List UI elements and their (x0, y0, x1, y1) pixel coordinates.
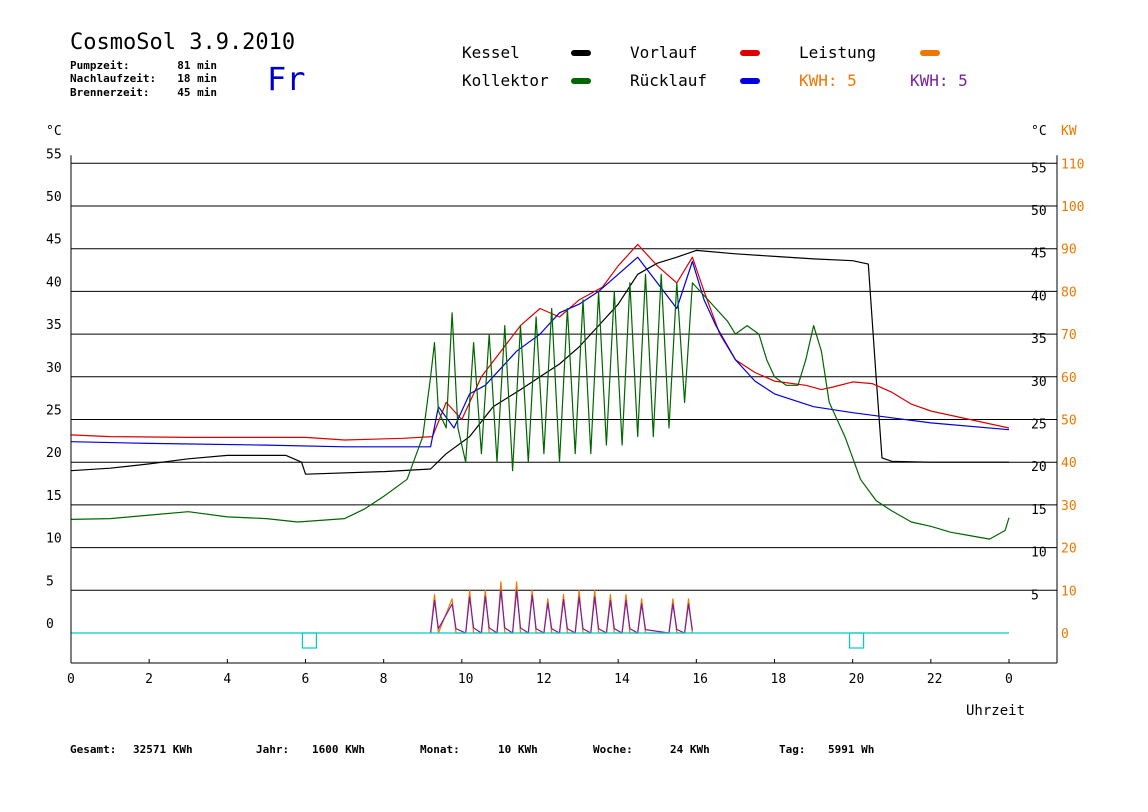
legend-leistung-swatch (920, 50, 940, 56)
info-value: 45 min (177, 86, 217, 99)
y-tick-label-left: 25 (46, 404, 62, 419)
x-tick-label: 22 (927, 672, 943, 687)
footer-monat: Monat: 10 KWh (420, 743, 538, 756)
y-tick-label-right: 50 (1031, 204, 1047, 219)
legend-kessel-label: Kessel (462, 43, 520, 62)
time-marker (848, 632, 865, 649)
legend-kessel-swatch (571, 50, 591, 56)
y-tick-label-right: 25 (1031, 418, 1047, 433)
y2-tick-label: 70 (1061, 328, 1077, 343)
y2-tick-label: 10 (1061, 584, 1077, 599)
y-tick-label-right: 20 (1031, 460, 1047, 475)
time-marker (301, 632, 318, 649)
y2-tick-label: 40 (1061, 456, 1077, 471)
y2-tick-label: 110 (1061, 157, 1084, 172)
y-tick-label-left: 45 (46, 233, 62, 248)
info-label: Pumpzeit: (70, 59, 130, 72)
kwh-leistung-2: KWH: 5 (910, 71, 968, 90)
y-tick-label-left: 10 (46, 532, 62, 547)
y-tick-label-right: 10 (1031, 546, 1047, 561)
x-tick-label: 14 (614, 672, 630, 687)
series-line-leistung (430, 581, 693, 634)
x-tick-label: 0 (1005, 672, 1013, 687)
footer-label: Monat: (420, 743, 460, 756)
legend-ruecklauf-swatch (740, 78, 760, 84)
legend-kollektor-swatch (571, 78, 591, 84)
y-tick-label-right: 15 (1031, 503, 1047, 518)
footer-value: 1600 KWh (312, 743, 365, 756)
footer-woche: Woche: 24 KWh (593, 743, 710, 756)
footer-label: Tag: (779, 743, 806, 756)
footer-label: Woche: (593, 743, 633, 756)
y-tick-label-left: 55 (46, 147, 62, 162)
legend-vorlauf-swatch (740, 50, 760, 56)
y-tick-label-right: 35 (1031, 332, 1047, 347)
info-label: Nachlaufzeit: (70, 72, 157, 85)
footer-label: Gesamt: (70, 743, 117, 756)
footer-value: 5991 Wh (828, 743, 875, 756)
x-tick-label: 16 (692, 672, 708, 687)
x-tick-label: 0 (67, 672, 75, 687)
y-tick-label-left: 20 (46, 446, 62, 461)
y-tick-label-right: 45 (1031, 247, 1047, 262)
info-nachlaufzeit: Nachlaufzeit: 18 min (70, 72, 217, 85)
series-line-vorlauf (70, 243, 1010, 441)
y-tick-label-right: 5 (1031, 588, 1039, 603)
series-line-r-cklauf (70, 256, 1010, 448)
y-tick-label-left: 35 (46, 318, 62, 333)
y-tick-label-left: 50 (46, 190, 62, 205)
footer-label: Jahr: (256, 743, 290, 756)
footer-value: 32571 KWh (133, 743, 193, 756)
y2-tick-label: 50 (1061, 414, 1077, 429)
page-title: CosmoSol 3.9.2010 (70, 30, 296, 55)
y2-tick-label: 60 (1061, 371, 1077, 386)
series-line-kessel (70, 249, 1009, 475)
x-tick-label: 8 (380, 672, 388, 687)
footer-gesamt: Gesamt: 32571 KWh (70, 743, 193, 756)
y2-tick-label: 90 (1061, 243, 1077, 258)
y-tick-label-left: 40 (46, 275, 62, 290)
y-tick-label-left: 15 (46, 489, 62, 504)
legend-kollektor-label: Kollektor (462, 71, 549, 90)
legend-ruecklauf-label: Rücklauf (630, 71, 708, 90)
x-tick-label: 10 (458, 672, 474, 687)
y2-tick-label: 20 (1061, 542, 1077, 557)
y-tick-label-right: 55 (1031, 161, 1047, 176)
y2-tick-label: 0 (1061, 627, 1069, 642)
y-tick-label-right: 30 (1031, 375, 1047, 390)
x-tick-label: 18 (771, 672, 787, 687)
y-tick-label-right: 40 (1031, 289, 1047, 304)
y2-tick-label: 80 (1061, 285, 1077, 300)
y2-tick-label: 30 (1061, 499, 1077, 514)
x-axis-label: Uhrzeit (966, 703, 1025, 719)
series-line-kollektor (70, 273, 1010, 540)
y-tick-label-left: 30 (46, 361, 62, 376)
info-value: 81 min (177, 59, 217, 72)
legend-vorlauf-label: Vorlauf (630, 43, 698, 62)
legend-leistung-label: Leistung (799, 43, 877, 62)
y-axis-label-left: °C (46, 124, 62, 139)
series-line-leistung-linie-2- (430, 589, 693, 634)
info-label: Brennerzeit: (70, 86, 150, 99)
y-axis-label-right: °C (1031, 124, 1047, 139)
x-tick-label: 4 (223, 672, 231, 687)
footer-tag: Tag: 5991 Wh (779, 743, 874, 756)
x-tick-label: 2 (145, 672, 153, 687)
weekday-label: Fr (267, 60, 306, 98)
footer-jahr: Jahr: 1600 KWh (256, 743, 365, 756)
y-tick-label-left: 0 (46, 617, 54, 632)
info-pumpzeit: Pumpzeit: 81 min (70, 59, 217, 72)
footer-value: 24 KWh (670, 743, 710, 756)
x-tick-label: 20 (849, 672, 865, 687)
info-value: 18 min (177, 72, 217, 85)
y-axis-label-kw: KW (1061, 124, 1077, 139)
x-tick-label: 6 (302, 672, 310, 687)
y-tick-label-left: 5 (46, 574, 54, 589)
x-tick-label: 12 (536, 672, 552, 687)
kwh-leistung: KWH: 5 (799, 71, 857, 90)
info-brennerzeit: Brennerzeit: 45 min (70, 86, 217, 99)
y2-tick-label: 100 (1061, 200, 1084, 215)
footer-value: 10 KWh (498, 743, 538, 756)
